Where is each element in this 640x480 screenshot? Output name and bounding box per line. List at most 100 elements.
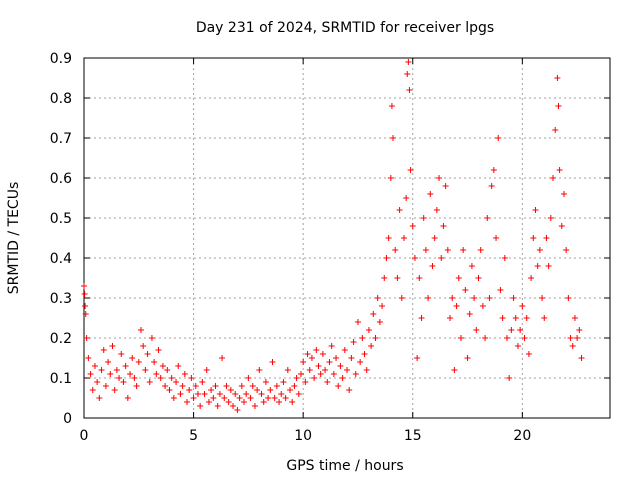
data-point bbox=[127, 371, 134, 377]
data-point bbox=[407, 167, 414, 173]
data-point bbox=[381, 275, 388, 281]
data-point bbox=[400, 235, 407, 241]
data-point bbox=[199, 379, 206, 385]
data-point bbox=[383, 255, 390, 261]
data-point bbox=[565, 295, 572, 301]
data-point bbox=[302, 379, 309, 385]
data-point bbox=[453, 303, 460, 309]
data-point bbox=[372, 335, 379, 341]
y-tick-label: 0.6 bbox=[50, 171, 72, 187]
data-point bbox=[460, 247, 467, 253]
data-point bbox=[388, 103, 395, 109]
data-point bbox=[447, 315, 454, 321]
data-point bbox=[116, 375, 123, 381]
data-point bbox=[519, 303, 526, 309]
data-point bbox=[297, 371, 304, 377]
data-point bbox=[322, 367, 329, 373]
y-tick-label: 0.2 bbox=[50, 331, 72, 347]
y-tick-label: 0.4 bbox=[50, 251, 72, 267]
data-point bbox=[482, 335, 489, 341]
data-point bbox=[536, 247, 543, 253]
data-point bbox=[567, 335, 574, 341]
data-point bbox=[317, 371, 324, 377]
data-point bbox=[484, 215, 491, 221]
y-tick-label: 0.1 bbox=[50, 371, 72, 387]
data-point bbox=[555, 103, 562, 109]
data-point bbox=[100, 347, 107, 353]
data-point bbox=[425, 295, 432, 301]
data-point bbox=[87, 371, 94, 377]
data-point bbox=[137, 327, 144, 333]
y-tick-label: 0.9 bbox=[50, 51, 72, 67]
data-point bbox=[219, 355, 226, 361]
data-point bbox=[512, 315, 519, 321]
data-point bbox=[144, 351, 151, 357]
data-point bbox=[234, 407, 241, 413]
data-point bbox=[418, 315, 425, 321]
data-point bbox=[354, 319, 361, 325]
data-point bbox=[148, 335, 155, 341]
data-point bbox=[385, 235, 392, 241]
data-point bbox=[287, 387, 294, 393]
data-point bbox=[433, 207, 440, 213]
data-point bbox=[547, 215, 554, 221]
data-point bbox=[449, 295, 456, 301]
data-point bbox=[243, 391, 250, 397]
data-point bbox=[168, 375, 175, 381]
data-point bbox=[326, 359, 333, 365]
data-point bbox=[490, 167, 497, 173]
data-point bbox=[394, 275, 401, 281]
data-point bbox=[81, 283, 87, 289]
data-point bbox=[525, 351, 532, 357]
data-point bbox=[151, 359, 158, 365]
data-point bbox=[269, 359, 276, 365]
y-tick-label: 0.7 bbox=[50, 131, 72, 147]
data-point bbox=[289, 399, 296, 405]
data-point bbox=[493, 235, 500, 241]
data-point bbox=[414, 355, 421, 361]
data-points bbox=[81, 59, 585, 413]
data-point bbox=[444, 247, 451, 253]
data-point bbox=[271, 395, 278, 401]
data-point bbox=[291, 383, 298, 389]
data-point bbox=[411, 255, 418, 261]
chart-title: Day 231 of 2024, SRMTID for receiver lpg… bbox=[196, 20, 494, 36]
data-point bbox=[105, 359, 112, 365]
x-tick-label: 0 bbox=[80, 428, 89, 444]
data-point bbox=[324, 379, 331, 385]
data-point bbox=[514, 343, 521, 349]
data-point bbox=[344, 367, 350, 373]
data-point bbox=[85, 355, 92, 361]
data-point bbox=[554, 75, 561, 81]
data-point bbox=[295, 391, 302, 397]
data-point bbox=[82, 303, 89, 309]
data-point bbox=[406, 87, 413, 93]
x-tick-label: 20 bbox=[513, 428, 531, 444]
data-point bbox=[440, 223, 447, 229]
data-point bbox=[256, 367, 263, 373]
data-point bbox=[376, 319, 383, 325]
data-point bbox=[563, 247, 570, 253]
data-point bbox=[404, 71, 411, 77]
data-point bbox=[133, 383, 140, 389]
data-point bbox=[348, 355, 355, 361]
data-point bbox=[194, 391, 201, 397]
data-point bbox=[188, 375, 195, 381]
data-point bbox=[473, 327, 480, 333]
data-point bbox=[363, 367, 370, 373]
data-point bbox=[221, 395, 228, 401]
data-point bbox=[374, 295, 381, 301]
data-point bbox=[333, 355, 340, 361]
data-point bbox=[247, 395, 254, 401]
data-point bbox=[409, 223, 416, 229]
x-tick-label: 15 bbox=[404, 428, 422, 444]
data-point bbox=[576, 327, 583, 333]
data-point bbox=[175, 363, 182, 369]
data-point bbox=[455, 275, 462, 281]
data-point bbox=[197, 403, 204, 409]
data-point bbox=[313, 347, 320, 353]
data-point bbox=[107, 371, 114, 377]
data-point bbox=[236, 395, 243, 401]
data-point bbox=[284, 367, 291, 373]
